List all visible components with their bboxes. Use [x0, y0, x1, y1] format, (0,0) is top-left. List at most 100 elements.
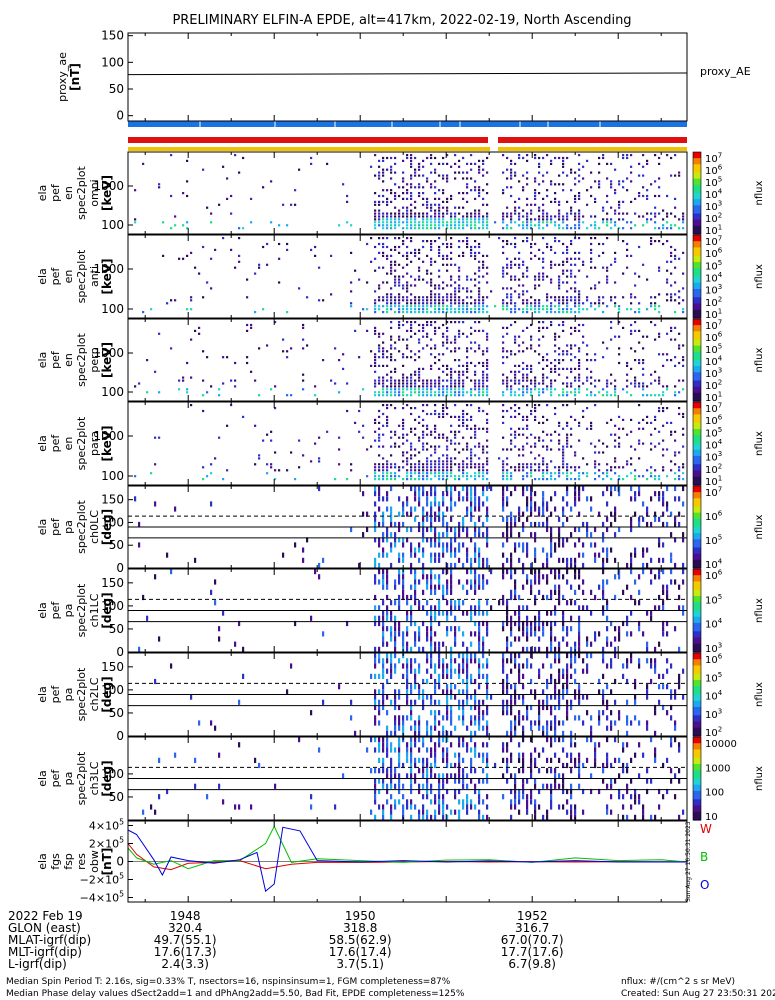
- heatmap-cell: [414, 278, 417, 281]
- heatmap-cell: [478, 516, 481, 522]
- heatmap-cell: [478, 311, 481, 314]
- heatmap-cell: [446, 263, 449, 266]
- heatmap-cell: [522, 260, 525, 263]
- heatmap-cell: [574, 224, 577, 227]
- heatmap-cell: [458, 704, 461, 711]
- heatmap-cell: [518, 506, 521, 512]
- heatmap-cell: [562, 221, 565, 224]
- heatmap-cell: [442, 673, 445, 679]
- heatmap-cell: [418, 308, 421, 311]
- heatmap-cell: [486, 689, 489, 695]
- heatmap-cell: [542, 521, 545, 527]
- heatmap-cell: [418, 547, 421, 553]
- heatmap-cell: [410, 224, 413, 227]
- heatmap-cell: [610, 466, 613, 469]
- heatmap-cell: [558, 200, 561, 203]
- heatmap-cell: [474, 631, 477, 637]
- heatmap-cell: [382, 332, 385, 335]
- heatmap-cell: [410, 197, 413, 200]
- heatmap-cell: [430, 263, 433, 266]
- heatmap-cell: [482, 478, 485, 481]
- y-label-line: [keV]: [100, 425, 114, 461]
- heatmap-cell: [454, 684, 457, 690]
- heatmap-cell: [458, 373, 461, 376]
- heatmap-cell: [386, 237, 389, 240]
- heatmap-cell: [682, 344, 685, 347]
- heatmap-cell: [578, 192, 581, 195]
- heatmap-cell: [390, 254, 393, 257]
- heatmap-cell: [466, 356, 469, 359]
- heatmap-cell: [398, 382, 401, 385]
- heatmap-cell: [590, 532, 593, 538]
- heatmap-cell: [418, 221, 421, 224]
- heatmap-cell: [502, 356, 505, 359]
- heatmap-cell: [430, 281, 433, 284]
- heatmap-cell: [470, 511, 473, 517]
- heatmap-cell: [522, 427, 525, 430]
- heatmap-cell: [482, 641, 485, 647]
- heatmap-cell: [442, 341, 445, 344]
- heatmap-cell: [410, 454, 413, 457]
- heatmap-cell: [654, 154, 657, 157]
- heatmap-cell: [522, 699, 525, 705]
- heatmap-cell: [590, 224, 593, 227]
- heatmap-cell: [338, 391, 341, 394]
- heatmap-cell: [462, 631, 465, 637]
- heatmap-cell: [450, 341, 453, 344]
- heatmap-cell: [470, 658, 473, 664]
- heatmap-cell: [450, 516, 453, 522]
- heatmap-cell: [554, 646, 557, 652]
- heatmap-cell: [470, 347, 473, 350]
- heatmap-cell: [482, 673, 485, 679]
- heatmap-cell: [286, 350, 289, 353]
- heatmap-cell: [466, 466, 469, 469]
- heatmap-cell: [566, 475, 569, 478]
- heatmap-cell: [462, 600, 465, 606]
- heatmap-cell: [566, 689, 569, 695]
- heatmap-cell: [522, 367, 525, 370]
- heatmap-cell: [378, 569, 381, 575]
- heatmap-cell: [438, 653, 441, 659]
- heatmap-cell: [566, 281, 569, 284]
- heatmap-cell: [602, 209, 605, 212]
- heatmap-cell: [190, 296, 193, 299]
- heatmap-cell: [578, 218, 581, 221]
- heatmap-cell: [566, 486, 569, 492]
- heatmap-cell: [610, 658, 613, 664]
- heatmap-cell: [518, 215, 521, 218]
- heatmap-cell: [590, 725, 593, 731]
- heatmap-cell: [374, 579, 377, 585]
- heatmap-cell: [502, 305, 505, 308]
- heatmap-cell: [406, 694, 409, 700]
- heatmap-cell: [558, 421, 561, 424]
- heatmap-cell: [666, 353, 669, 356]
- heatmap-cell: [406, 215, 409, 218]
- heatmap-cell: [506, 521, 509, 527]
- heatmap-cell: [470, 212, 473, 215]
- heatmap-cell: [470, 341, 473, 344]
- heatmap-cell: [422, 424, 425, 427]
- heatmap-cell: [378, 658, 381, 664]
- heatmap-cell: [438, 415, 441, 418]
- heatmap-cell: [374, 326, 377, 329]
- heatmap-cell: [234, 385, 237, 388]
- heatmap-cell: [514, 379, 517, 382]
- heatmap-cell: [570, 653, 573, 659]
- heatmap-cell: [522, 475, 525, 478]
- heatmap-cell: [270, 388, 273, 391]
- heatmap-cell: [518, 308, 521, 311]
- heatmap-cell: [514, 589, 517, 595]
- heatmap-cell: [478, 557, 481, 563]
- heatmap-cell: [562, 189, 565, 192]
- heatmap-cell: [446, 329, 449, 332]
- heatmap-cell: [670, 511, 673, 517]
- heatmap-cell: [622, 427, 625, 430]
- heatmap-cell: [522, 605, 525, 611]
- heatmap-cell: [622, 620, 625, 627]
- heatmap-cell: [626, 242, 629, 246]
- heatmap-cell: [426, 382, 429, 385]
- heatmap-cell: [638, 626, 641, 632]
- heatmap-cell: [650, 475, 653, 478]
- heatmap-cell: [482, 557, 485, 563]
- heatmap-cell: [554, 720, 557, 726]
